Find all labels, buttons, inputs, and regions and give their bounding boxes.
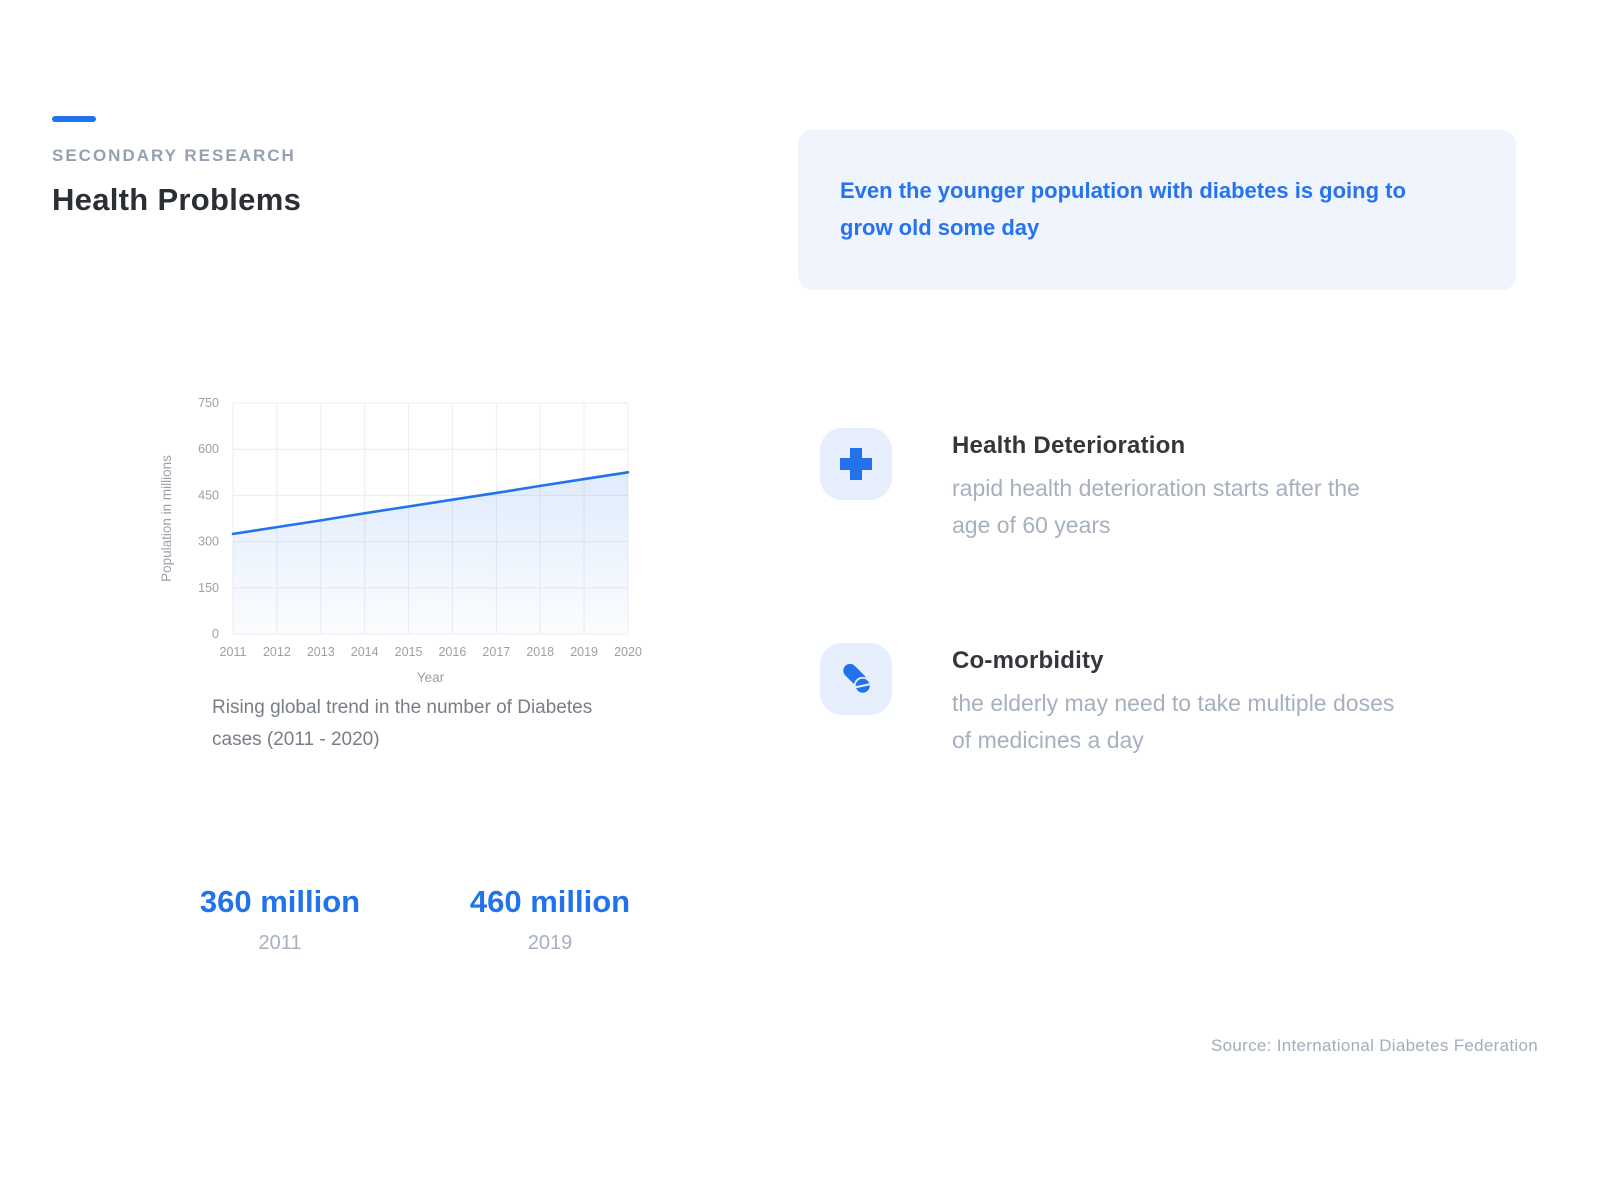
chart-xlabel: Year [417, 670, 445, 685]
svg-text:750: 750 [198, 396, 219, 410]
trend-chart-svg: 0 150 300 450 600 750 2011 2012 2013 2014 2015 2016… [159, 396, 642, 685]
page-title: Health Problems [52, 182, 302, 217]
feature-title: Health Deterioration [952, 432, 1186, 459]
pills-icon [843, 663, 872, 695]
svg-text:2018: 2018 [526, 645, 554, 659]
svg-text:2020: 2020 [614, 645, 642, 659]
section-kicker: SECONDARY RESEARCH [52, 146, 296, 165]
trend-chart: 0 150 300 450 600 750 2011 2012 2013 2014 2015 2016… [158, 382, 648, 694]
svg-text:2011: 2011 [220, 645, 247, 659]
stat-year: 2019 [527, 932, 573, 954]
callout-text: Even the younger population with diabete… [840, 178, 1406, 240]
callout-box: Even the younger population with diabete… [798, 130, 1516, 290]
chart-line [231, 471, 630, 536]
stat-2019: 460 million 2019 [420, 884, 680, 955]
svg-text:150: 150 [198, 581, 219, 595]
feature-description: the elderly may need to take multiple do… [952, 690, 1395, 753]
svg-text:2013: 2013 [307, 645, 335, 659]
chart-caption: Rising global trend in the number of Dia… [212, 697, 593, 750]
feature-title: Co-morbidity [952, 647, 1104, 674]
chart-area [233, 472, 628, 634]
svg-text:600: 600 [198, 442, 219, 456]
feature-icon-box [820, 643, 892, 715]
svg-text:0: 0 [212, 627, 219, 641]
stat-2011: 360 million 2011 [160, 884, 400, 955]
svg-text:2016: 2016 [439, 645, 467, 659]
chart-x-tick-labels: 2011 2012 2013 2014 2015 2016 2017 2018 2019 2020 [220, 645, 642, 659]
accent-dash [52, 116, 96, 122]
svg-text:2014: 2014 [351, 645, 379, 659]
svg-text:300: 300 [198, 535, 219, 549]
svg-text:2012: 2012 [263, 645, 291, 659]
svg-text:2017: 2017 [482, 645, 510, 659]
stat-value: 360 million [199, 884, 361, 919]
feature-description: rapid health deterioration starts after … [952, 475, 1360, 538]
svg-text:2019: 2019 [570, 645, 598, 659]
svg-text:2015: 2015 [395, 645, 423, 659]
feature-health-deterioration: Health Deterioration rapid health deteri… [820, 428, 1397, 544]
stat-value: 460 million [469, 884, 631, 919]
plus-icon [840, 448, 872, 480]
feature-co-morbidity: Co-morbidity the elderly may need to tak… [820, 643, 1397, 759]
feature-icon-box [820, 428, 892, 500]
chart-y-tick-labels: 0 150 300 450 600 750 [198, 396, 219, 641]
source-credit: Source: International Diabetes Federatio… [1211, 1036, 1538, 1055]
stat-year: 2011 [258, 932, 302, 954]
chart-ylabel: Population in millions [159, 455, 174, 582]
svg-text:450: 450 [198, 488, 219, 502]
